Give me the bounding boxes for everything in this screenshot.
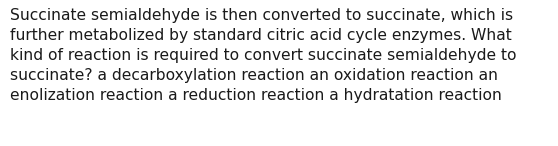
Text: Succinate semialdehyde is then converted to succinate, which is
further metaboli: Succinate semialdehyde is then converted…	[10, 8, 517, 103]
